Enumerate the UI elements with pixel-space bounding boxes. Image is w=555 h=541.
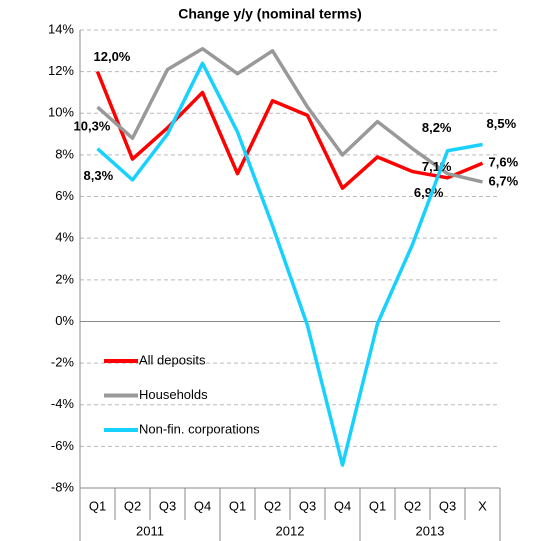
value-label: 6,9% [414,185,444,200]
value-label: 8,5% [487,116,517,131]
y-tick-label: 14% [48,21,74,36]
y-tick-label: 10% [48,105,74,120]
value-label: 12,0% [94,49,131,64]
legend-label: Households [139,387,208,402]
y-tick-label: 0% [55,313,74,328]
year-label: 2011 [136,523,164,538]
series-line [95,70,484,190]
x-tick-label: Q2 [124,498,141,513]
y-tick-label: 2% [55,271,74,286]
x-tick-label: Q2 [264,498,281,513]
legend-label: Non-fin. corporations [139,421,260,436]
x-tick-label: Q1 [229,498,246,513]
legend-label: All deposits [139,352,206,367]
y-tick-label: 6% [55,188,74,203]
value-label: 8,3% [84,168,114,183]
year-label: 2013 [416,523,445,538]
x-tick-label: Q4 [194,498,211,513]
x-tick-label: Q2 [404,498,421,513]
value-label: 6,7% [489,173,519,188]
x-tick-label: X [478,498,487,513]
x-tick-label: Q3 [299,498,316,513]
x-tick-label: Q1 [89,498,106,513]
value-label: 8,2% [422,120,452,135]
x-tick-label: Q4 [334,498,351,513]
y-tick-label: -6% [51,438,75,453]
series-line [96,46,483,184]
y-tick-label: -4% [51,396,75,411]
y-tick-label: -8% [51,479,75,494]
value-label: 10,3% [74,118,111,133]
series-line [96,61,483,467]
x-tick-label: Q3 [159,498,176,513]
y-tick-label: 12% [48,63,74,78]
chart-title: Change y/y (nominal terms) [178,6,362,22]
value-label: 7,1% [422,159,452,174]
year-label: 2012 [276,523,305,538]
x-tick-label: Q1 [369,498,386,513]
value-label: 7,6% [489,155,519,170]
y-tick-label: -2% [51,355,75,370]
y-tick-label: 8% [55,146,74,161]
x-tick-label: Q3 [439,498,456,513]
y-tick-label: 4% [55,230,74,245]
